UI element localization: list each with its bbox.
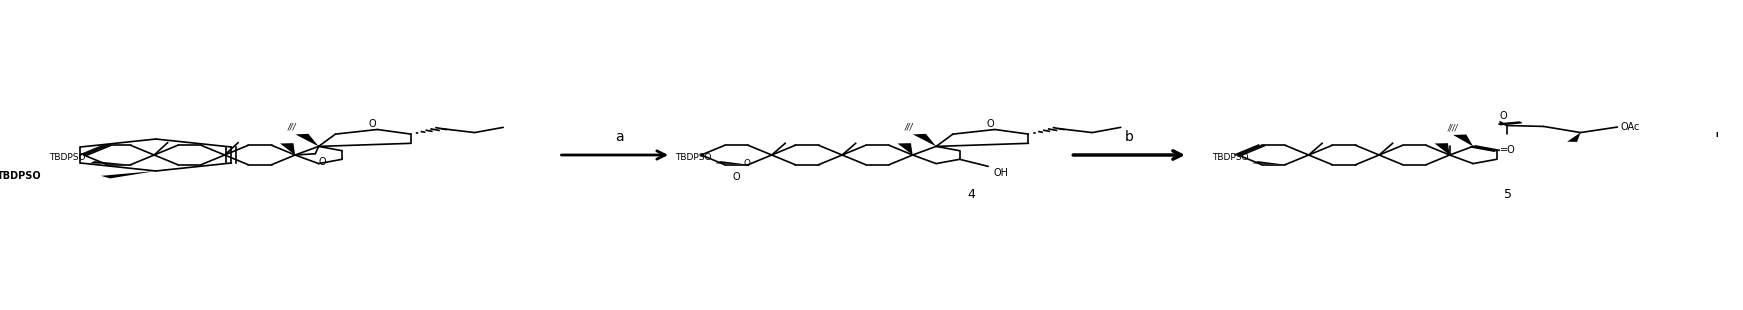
Polygon shape <box>91 161 131 165</box>
Text: TBDPSO: TBDPSO <box>675 153 711 162</box>
Text: ////: //// <box>1448 123 1459 132</box>
Polygon shape <box>295 134 319 146</box>
Text: TBDPSO: TBDPSO <box>0 170 42 181</box>
Text: 4: 4 <box>967 188 976 201</box>
Text: TBDPSO: TBDPSO <box>1211 153 1248 162</box>
Text: b: b <box>1124 130 1133 144</box>
Polygon shape <box>1567 133 1581 142</box>
Polygon shape <box>281 143 295 155</box>
Polygon shape <box>1434 143 1450 155</box>
Text: TBDPSO: TBDPSO <box>49 153 85 162</box>
Polygon shape <box>913 134 936 146</box>
Polygon shape <box>1454 135 1473 146</box>
Text: OAc: OAc <box>1621 122 1640 132</box>
Polygon shape <box>898 143 913 155</box>
Text: ///: /// <box>905 123 913 132</box>
Text: ///: /// <box>288 123 296 132</box>
Polygon shape <box>715 161 748 165</box>
Text: a: a <box>615 130 624 144</box>
Polygon shape <box>1251 161 1285 165</box>
Text: O: O <box>987 119 994 129</box>
Text: =O: =O <box>1501 145 1516 155</box>
Text: O: O <box>1499 111 1508 121</box>
Text: 5: 5 <box>1504 188 1513 201</box>
Text: O: O <box>732 172 741 182</box>
Text: ': ' <box>1713 131 1719 148</box>
Text: OH: OH <box>994 168 1007 178</box>
Polygon shape <box>101 171 155 178</box>
Text: O: O <box>743 159 749 168</box>
Text: O: O <box>319 157 326 167</box>
Text: O: O <box>368 119 376 129</box>
